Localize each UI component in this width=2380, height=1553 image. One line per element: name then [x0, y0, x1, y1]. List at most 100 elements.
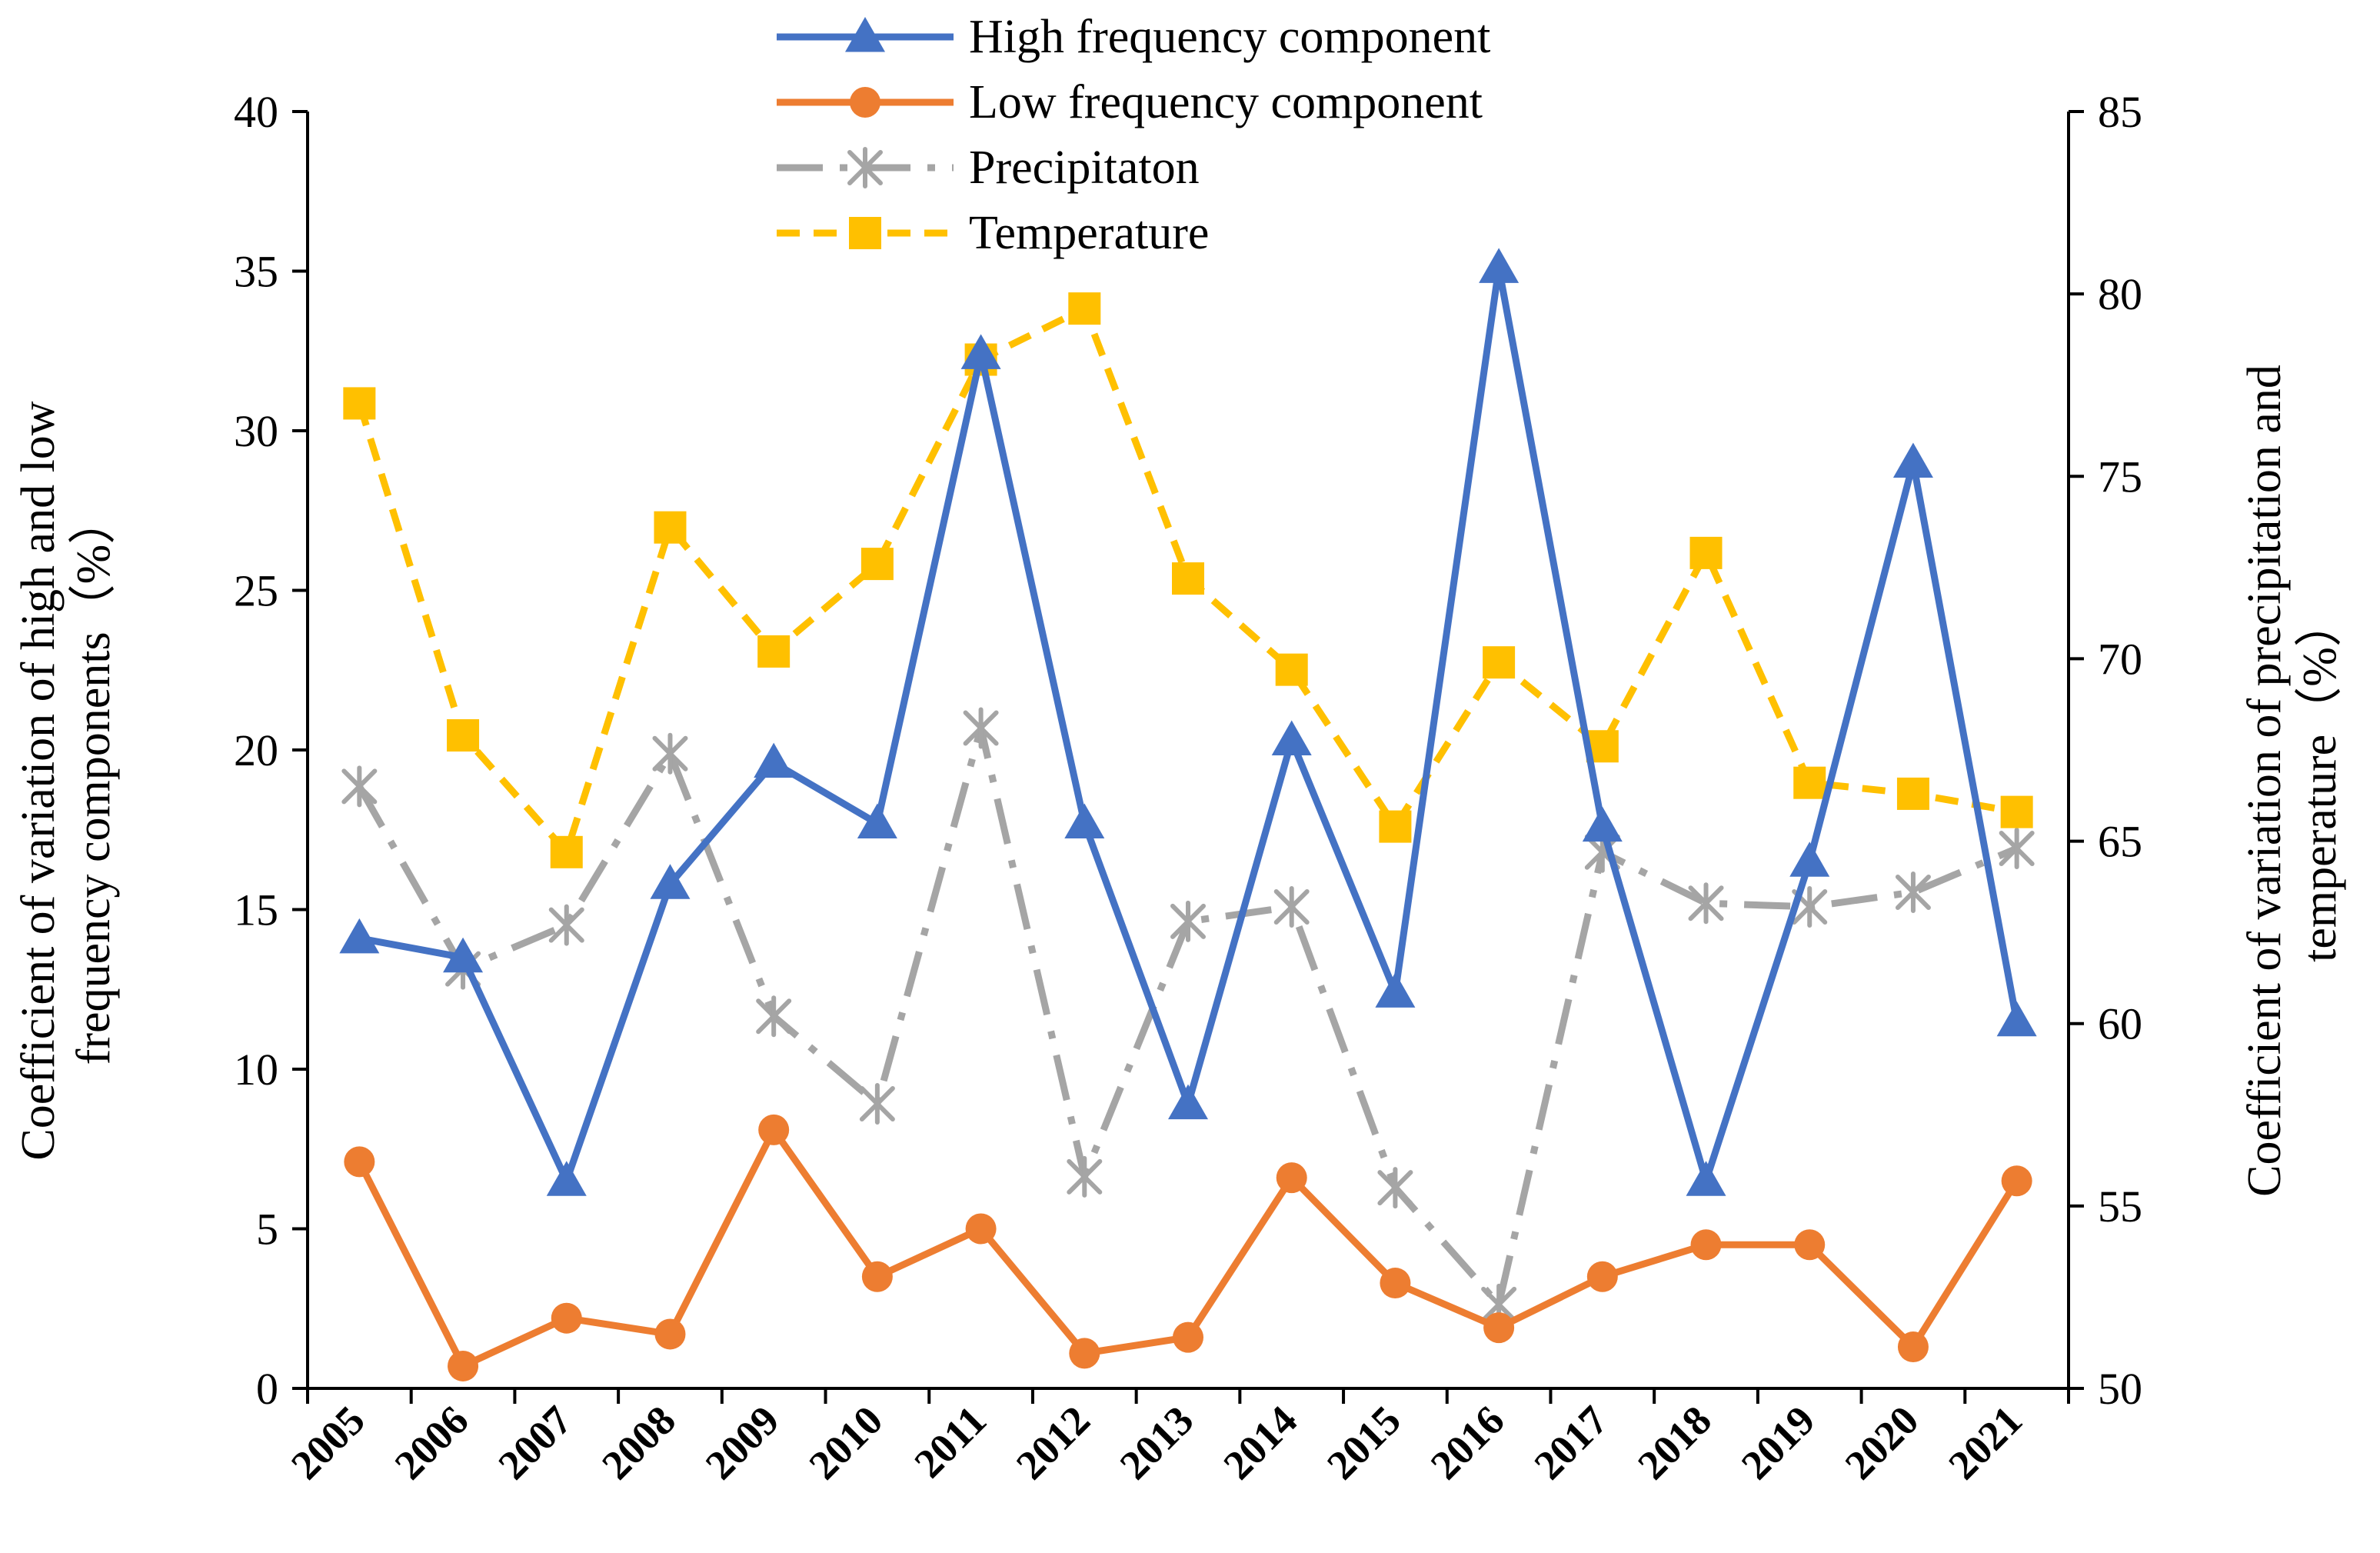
right-tick-label: 60 — [2098, 999, 2142, 1049]
legend-marker — [850, 87, 880, 118]
data-point-low-frequency-component — [344, 1146, 375, 1178]
data-point-temperature — [654, 511, 687, 544]
right-axis-title-line1: Coefficient of variation of precipitatio… — [2239, 365, 2291, 1197]
x-tick-label: 2019 — [1733, 1397, 1824, 1488]
series-high-frequency-component — [339, 248, 2037, 1196]
right-axis-title-line2: temperature（%） — [2294, 599, 2346, 962]
x-tick-label: 2006 — [386, 1397, 478, 1488]
x-tick-label: 2010 — [801, 1397, 892, 1488]
data-point-precipitaton — [548, 904, 584, 946]
data-point-high-frequency-component — [1892, 442, 1933, 478]
data-point-temperature — [1068, 292, 1101, 325]
data-point-low-frequency-component — [551, 1302, 582, 1334]
x-tick-label: 2009 — [697, 1397, 788, 1488]
legend-marker — [845, 17, 885, 52]
data-point-high-frequency-component — [857, 803, 897, 838]
left-axis-title: Coefficient of variation of high and low… — [12, 401, 120, 1160]
right-tick-label: 80 — [2098, 269, 2142, 319]
data-point-high-frequency-component — [1375, 972, 1416, 1008]
x-tick-label: 2015 — [1318, 1397, 1410, 1488]
data-point-high-frequency-component — [1479, 248, 1520, 283]
data-point-high-frequency-component — [1686, 1161, 1726, 1196]
x-tick-label: 2008 — [593, 1397, 684, 1488]
data-point-high-frequency-component — [754, 742, 794, 778]
data-point-precipitaton — [1067, 1155, 1103, 1198]
data-point-precipitaton — [756, 995, 792, 1038]
data-point-precipitaton — [341, 765, 378, 808]
data-point-high-frequency-component — [960, 334, 1001, 369]
data-point-high-frequency-component — [1789, 841, 1830, 877]
data-point-temperature — [1275, 653, 1308, 686]
data-point-high-frequency-component — [1168, 1084, 1208, 1120]
x-tick-label: 2013 — [1111, 1397, 1203, 1488]
series-line-precipitaton — [356, 725, 2019, 1308]
data-point-high-frequency-component — [1064, 803, 1105, 838]
data-point-low-frequency-component — [861, 1261, 893, 1292]
left-tick-label: 35 — [234, 247, 278, 297]
data-point-temperature — [343, 387, 376, 420]
x-tick-label: 2018 — [1629, 1397, 1720, 1488]
x-tick-label: 2016 — [1422, 1397, 1513, 1488]
data-point-precipitaton — [1170, 900, 1206, 942]
data-point-precipitaton — [1273, 885, 1310, 928]
legend-item-high-frequency-component: High frequency component — [777, 11, 1490, 63]
legend-marker — [847, 147, 883, 188]
series-temperature — [343, 292, 2033, 868]
left-tick-label: 15 — [234, 885, 278, 935]
left-tick-label: 25 — [234, 566, 278, 616]
data-point-low-frequency-component — [758, 1114, 790, 1145]
data-point-low-frequency-component — [2001, 1165, 2032, 1197]
axes-layer — [292, 110, 2084, 1404]
legend-item-precipitaton: Precipitaton — [777, 142, 1200, 194]
series-precipitaton — [341, 707, 2035, 1325]
right-tick-label: 55 — [2098, 1181, 2142, 1231]
x-tick-label: 2014 — [1214, 1397, 1306, 1488]
x-tick-label: 2020 — [1836, 1397, 1928, 1488]
data-point-precipitaton — [1999, 828, 2035, 870]
data-point-temperature — [860, 548, 894, 581]
data-point-temperature — [757, 635, 791, 668]
data-point-low-frequency-component — [1380, 1268, 1411, 1299]
data-point-low-frequency-component — [654, 1318, 686, 1350]
data-point-low-frequency-component — [1586, 1261, 1618, 1292]
data-point-low-frequency-component — [1483, 1312, 1515, 1344]
left-axis-title-line1: Coefficient of variation of high and low — [12, 401, 65, 1160]
data-point-high-frequency-component — [546, 1161, 587, 1196]
data-point-temperature — [1793, 766, 1826, 799]
data-point-precipitaton — [1895, 871, 1931, 913]
left-tick-label: 30 — [234, 406, 278, 456]
left-tick-label: 20 — [234, 725, 278, 775]
left-tick-label: 10 — [234, 1045, 278, 1095]
data-point-low-frequency-component — [448, 1350, 479, 1381]
data-point-high-frequency-component — [1996, 1001, 2037, 1037]
data-point-high-frequency-component — [1271, 720, 1312, 756]
data-point-low-frequency-component — [1276, 1162, 1307, 1194]
legend-item-low-frequency-component: Low frequency component — [777, 76, 1483, 128]
data-point-low-frequency-component — [1794, 1229, 1826, 1261]
data-point-low-frequency-component — [1690, 1229, 1722, 1261]
legend-label: Precipitaton — [969, 142, 1200, 194]
data-point-temperature — [1483, 646, 1516, 679]
legend-label: High frequency component — [969, 11, 1490, 63]
data-point-high-frequency-component — [650, 864, 691, 899]
legend-marker — [849, 217, 881, 249]
data-point-temperature — [550, 835, 583, 868]
data-point-precipitaton — [652, 732, 688, 775]
series-layer — [339, 248, 2037, 1381]
right-tick-label: 75 — [2098, 452, 2142, 502]
right-tick-label: 65 — [2098, 817, 2142, 867]
legend-item-temperature: Temperature — [777, 207, 1209, 259]
x-tick-label: 2017 — [1526, 1397, 1617, 1488]
left-tick-label: 0 — [256, 1364, 278, 1414]
x-tick-label: 2005 — [282, 1397, 374, 1488]
x-tick-label: 2021 — [1939, 1397, 2031, 1488]
data-point-low-frequency-component — [1069, 1338, 1100, 1369]
data-point-temperature — [1172, 562, 1204, 595]
data-point-temperature — [1689, 536, 1723, 569]
data-point-high-frequency-component — [1582, 806, 1623, 842]
series-low-frequency-component — [344, 1114, 2032, 1381]
legend: High frequency component Low frequency co… — [777, 11, 1490, 259]
right-axis-title: Coefficient of variation of precipitatio… — [2239, 365, 2346, 1197]
